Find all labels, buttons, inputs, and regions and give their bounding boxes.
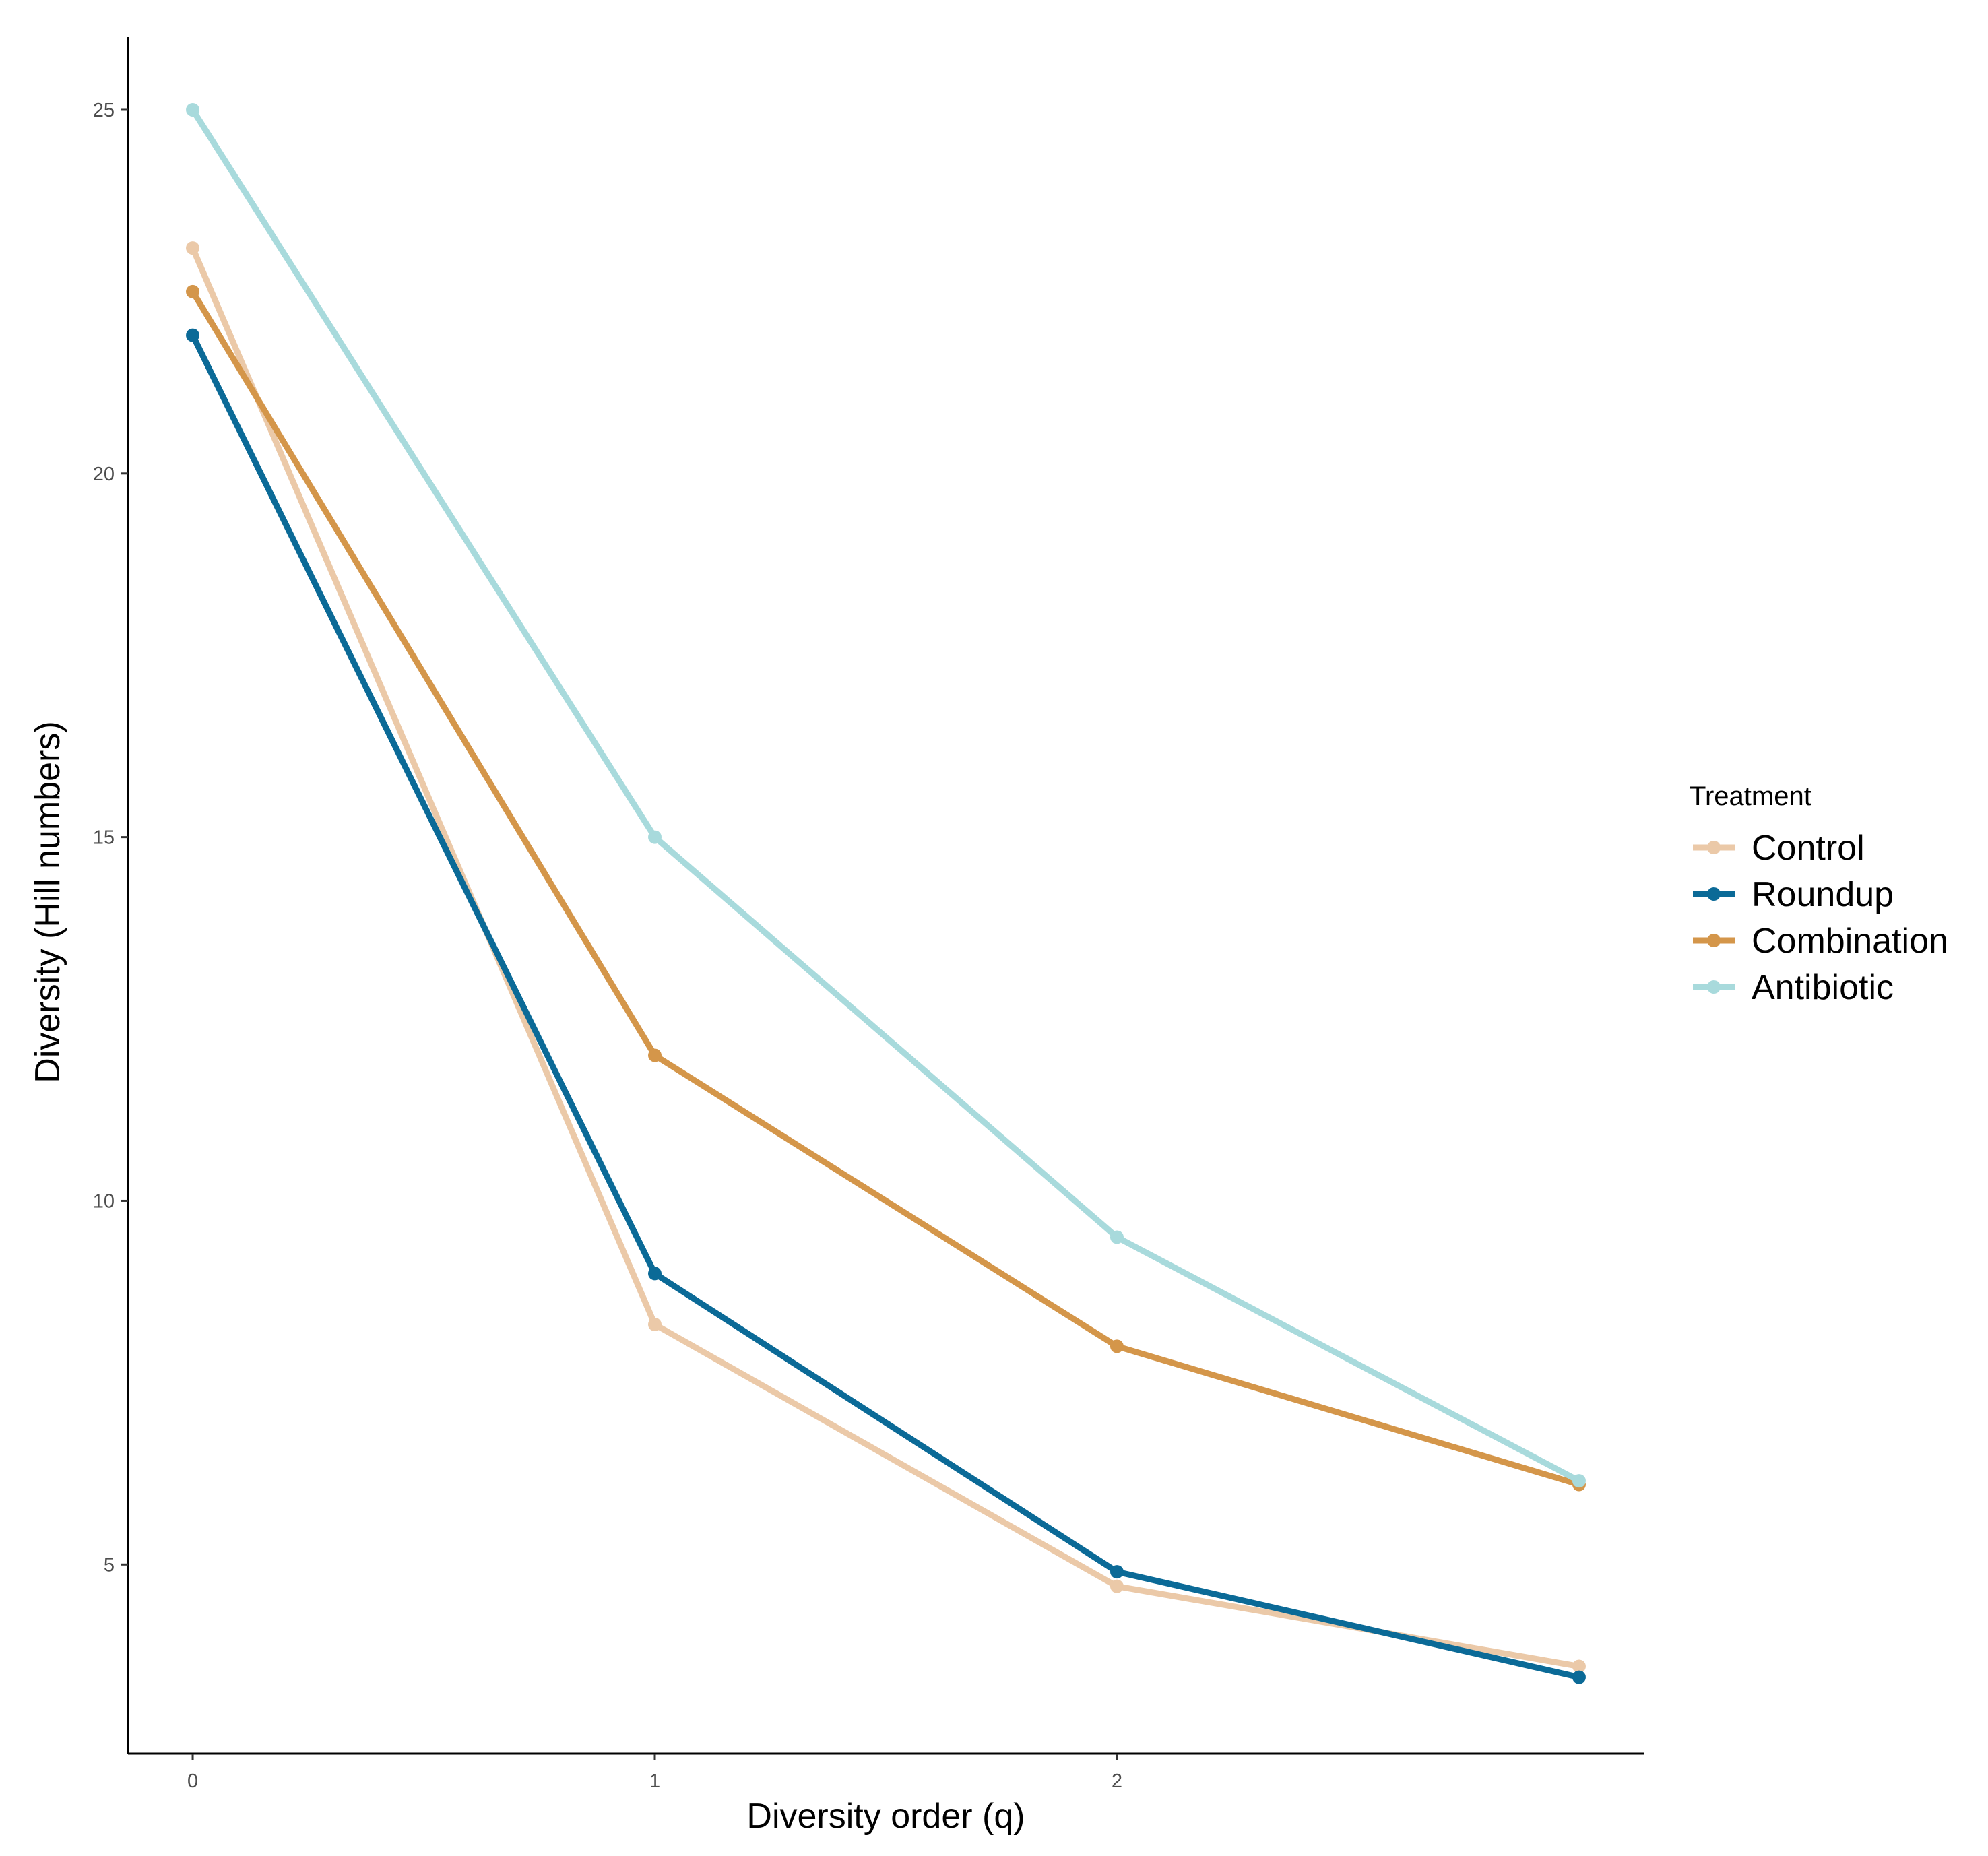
- legend-label: Antibiotic: [1752, 968, 1894, 1007]
- data-point-combination: [1110, 1339, 1124, 1353]
- data-point-control: [186, 241, 200, 255]
- x-axis-title: Diversity order (q): [746, 1797, 1025, 1836]
- data-point-roundup: [1572, 1670, 1586, 1684]
- plot-series: [186, 102, 1586, 1684]
- legend-key-point: [1707, 934, 1721, 947]
- data-point-antibiotic: [1110, 1230, 1124, 1244]
- x-tick-label: 2: [1112, 1770, 1122, 1792]
- series-line-roundup: [189, 332, 1582, 1681]
- legend-item-roundup: Roundup: [1693, 875, 1894, 914]
- legend-item-combination: Combination: [1693, 922, 1948, 961]
- legend-label: Combination: [1752, 922, 1948, 961]
- legend-label: Roundup: [1752, 875, 1894, 914]
- data-point-roundup: [648, 1267, 662, 1281]
- y-axis-title: Diversity (Hill numbers): [28, 721, 67, 1083]
- data-point-control: [1572, 1659, 1586, 1673]
- data-point-roundup: [1110, 1565, 1124, 1579]
- data-point-control: [1110, 1579, 1124, 1593]
- y-tick-label: 25: [93, 100, 115, 121]
- y-tick-label: 15: [93, 827, 115, 849]
- legend-item-antibiotic: Antibiotic: [1693, 968, 1894, 1007]
- legend-key-point: [1707, 887, 1721, 901]
- series-roundup: [186, 328, 1586, 1684]
- y-tick-label: 5: [104, 1554, 115, 1576]
- x-tick-label: 0: [187, 1770, 198, 1792]
- data-point-combination: [648, 1048, 662, 1062]
- data-point-antibiotic: [186, 102, 200, 117]
- legend-label: Control: [1752, 829, 1865, 868]
- legend-key-point: [1707, 980, 1721, 994]
- x-tick-label: 1: [649, 1770, 660, 1792]
- data-point-antibiotic: [648, 830, 662, 844]
- legend-item-control: Control: [1693, 829, 1865, 868]
- y-tick-label: 20: [93, 463, 115, 485]
- y-axis-ticks: 5 10 15 20 25: [93, 100, 128, 1576]
- legend-items: Control Roundup Combination Antibiotic: [1693, 829, 1948, 1007]
- data-point-roundup: [186, 328, 200, 342]
- series-line-antibiotic: [189, 106, 1582, 1484]
- legend-title: Treatment: [1690, 781, 1811, 811]
- data-point-combination: [186, 284, 200, 298]
- y-tick-label: 10: [93, 1190, 115, 1212]
- series-antibiotic: [186, 102, 1586, 1488]
- series-line-combination: [189, 288, 1582, 1488]
- legend-key-point: [1707, 841, 1721, 854]
- x-axis-ticks: 0 1 2: [187, 1754, 1122, 1792]
- legend: Treatment Control Roundup Combination Antib…: [1690, 781, 1948, 1007]
- data-point-antibiotic: [1572, 1474, 1586, 1488]
- data-point-control: [648, 1318, 662, 1331]
